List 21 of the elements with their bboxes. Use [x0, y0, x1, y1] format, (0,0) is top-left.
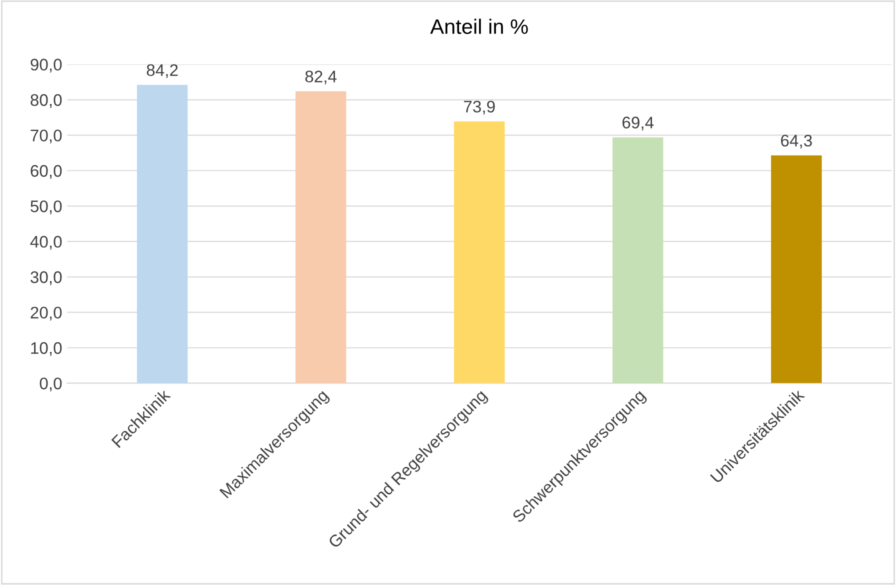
data-label: 69,4: [622, 116, 654, 130]
y-tick-label: 10,0: [31, 342, 62, 356]
data-label: 73,9: [464, 100, 495, 115]
y-tick-label: 40,0: [30, 236, 62, 250]
y-tick-label: 20,0: [30, 306, 62, 320]
y-tick-label: 80,0: [30, 94, 62, 108]
bar: [771, 155, 822, 384]
y-tick-label: 50,0: [30, 200, 62, 214]
data-label: 84,2: [146, 64, 178, 78]
y-tick-label: 0,0: [40, 378, 62, 392]
y-tick-label: 90,0: [30, 58, 62, 73]
y-tick-label: 70,0: [30, 130, 62, 144]
y-tick-label: 30,0: [30, 271, 62, 286]
bar: [612, 137, 664, 384]
data-label: 82,4: [305, 70, 337, 84]
bar: [136, 84, 188, 384]
data-label: 64,3: [781, 134, 812, 149]
chart-title: Anteil in %: [430, 18, 528, 34]
bar: [295, 91, 346, 384]
bar: [454, 121, 505, 384]
y-tick-label: 60,0: [30, 165, 62, 179]
